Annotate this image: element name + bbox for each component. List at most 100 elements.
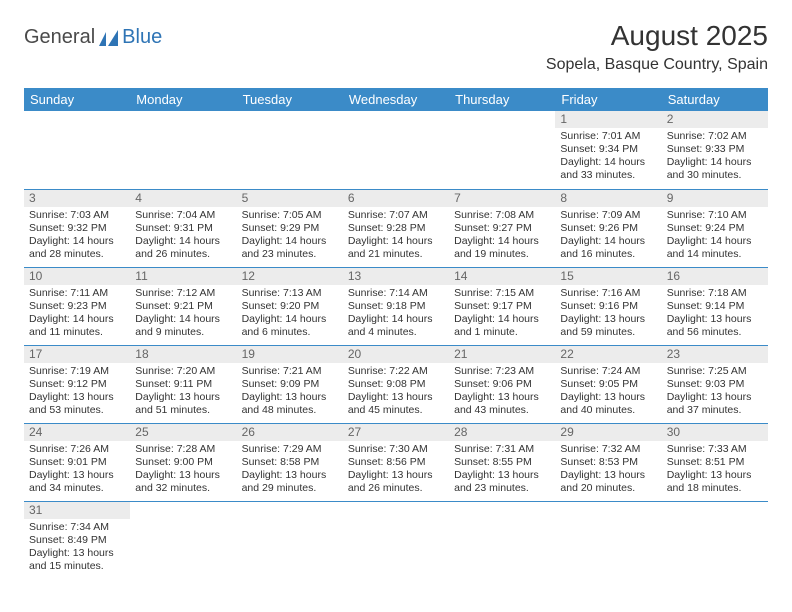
calendar-cell: 3Sunrise: 7:03 AMSunset: 9:32 PMDaylight… — [24, 189, 130, 267]
daylight-text: Daylight: 13 hours and 51 minutes. — [135, 391, 231, 417]
sunrise-text: Sunrise: 7:21 AM — [242, 365, 338, 378]
weekday-header: Tuesday — [237, 88, 343, 111]
calendar-cell — [130, 501, 236, 579]
calendar-cell: 5Sunrise: 7:05 AMSunset: 9:29 PMDaylight… — [237, 189, 343, 267]
daylight-text: Daylight: 14 hours and 26 minutes. — [135, 235, 231, 261]
calendar-cell: 7Sunrise: 7:08 AMSunset: 9:27 PMDaylight… — [449, 189, 555, 267]
calendar-cell: 4 Sunrise: 7:04 AMSunset: 9:31 PMDaylight… — [130, 189, 236, 267]
daylight-text: Daylight: 14 hours and 21 minutes. — [348, 235, 444, 261]
weekday-header: Sunday — [24, 88, 130, 111]
day-number: 22 — [555, 346, 661, 363]
calendar-cell: 19Sunrise: 7:21 AMSunset: 9:09 PMDayligh… — [237, 345, 343, 423]
calendar-cell: 1Sunrise: 7:01 AMSunset: 9:34 PMDaylight… — [555, 111, 661, 189]
day-number: 21 — [449, 346, 555, 363]
day-number: 30 — [662, 424, 768, 441]
location: Sopela, Basque Country, Spain — [546, 56, 768, 74]
day-number: 24 — [24, 424, 130, 441]
calendar-cell: 26Sunrise: 7:29 AMSunset: 8:58 PMDayligh… — [237, 423, 343, 501]
calendar-cell — [662, 501, 768, 579]
weekday-header: Thursday — [449, 88, 555, 111]
sunrise-text: Sunrise: 7:02 AM — [667, 130, 763, 143]
sunset-text: Sunset: 9:18 PM — [348, 300, 444, 313]
calendar-cell: 24Sunrise: 7:26 AMSunset: 9:01 PMDayligh… — [24, 423, 130, 501]
day-number: 5 — [237, 190, 343, 207]
day-number: 8 — [555, 190, 661, 207]
daylight-text: Daylight: 13 hours and 53 minutes. — [29, 391, 125, 417]
sunset-text: Sunset: 9:01 PM — [29, 456, 125, 469]
daylight-text: Daylight: 13 hours and 18 minutes. — [667, 469, 763, 495]
sunset-text: Sunset: 9:31 PM — [135, 222, 231, 235]
logo-text-general: General — [24, 26, 95, 49]
sunset-text: Sunset: 9:00 PM — [135, 456, 231, 469]
calendar-cell: 13Sunrise: 7:14 AMSunset: 9:18 PMDayligh… — [343, 267, 449, 345]
title-block: August 2025 Sopela, Basque Country, Spai… — [546, 20, 768, 74]
day-number: 11 — [130, 268, 236, 285]
calendar-cell: 18Sunrise: 7:20 AMSunset: 9:11 PMDayligh… — [130, 345, 236, 423]
sunset-text: Sunset: 9:14 PM — [667, 300, 763, 313]
calendar-cell: 28Sunrise: 7:31 AMSunset: 8:55 PMDayligh… — [449, 423, 555, 501]
calendar-cell: 14Sunrise: 7:15 AMSunset: 9:17 PMDayligh… — [449, 267, 555, 345]
calendar-cell: 20Sunrise: 7:22 AMSunset: 9:08 PMDayligh… — [343, 345, 449, 423]
daylight-text: Daylight: 13 hours and 37 minutes. — [667, 391, 763, 417]
sunset-text: Sunset: 9:33 PM — [667, 143, 763, 156]
day-number: 4 — [130, 190, 236, 207]
sunset-text: Sunset: 9:21 PM — [135, 300, 231, 313]
daylight-text: Daylight: 14 hours and 14 minutes. — [667, 235, 763, 261]
calendar-cell: 2Sunrise: 7:02 AMSunset: 9:33 PMDaylight… — [662, 111, 768, 189]
sunrise-text: Sunrise: 7:04 AM — [135, 209, 231, 222]
sunrise-text: Sunrise: 7:29 AM — [242, 443, 338, 456]
sunrise-text: Sunrise: 7:09 AM — [560, 209, 656, 222]
day-number: 1 — [555, 111, 661, 128]
day-number: 13 — [343, 268, 449, 285]
sunrise-text: Sunrise: 7:01 AM — [560, 130, 656, 143]
sunrise-text: Sunrise: 7:08 AM — [454, 209, 550, 222]
sunset-text: Sunset: 9:29 PM — [242, 222, 338, 235]
sunrise-text: Sunrise: 7:16 AM — [560, 287, 656, 300]
sunrise-text: Sunrise: 7:23 AM — [454, 365, 550, 378]
sunrise-text: Sunrise: 7:11 AM — [29, 287, 125, 300]
sunset-text: Sunset: 9:11 PM — [135, 378, 231, 391]
sunset-text: Sunset: 9:03 PM — [667, 378, 763, 391]
calendar-cell: 6Sunrise: 7:07 AMSunset: 9:28 PMDaylight… — [343, 189, 449, 267]
day-number: 10 — [24, 268, 130, 285]
sunrise-text: Sunrise: 7:24 AM — [560, 365, 656, 378]
sunset-text: Sunset: 9:12 PM — [29, 378, 125, 391]
header: General Blue August 2025 Sopela, Basque … — [24, 20, 768, 74]
day-number: 26 — [237, 424, 343, 441]
weekday-header: Monday — [130, 88, 236, 111]
sunset-text: Sunset: 9:06 PM — [454, 378, 550, 391]
sunrise-text: Sunrise: 7:22 AM — [348, 365, 444, 378]
logo-sails-icon — [98, 29, 120, 47]
calendar-cell: 17 Sunrise: 7:19 AMSunset: 9:12 PMDayligh… — [24, 345, 130, 423]
sunset-text: Sunset: 9:32 PM — [29, 222, 125, 235]
day-number: 28 — [449, 424, 555, 441]
daylight-text: Daylight: 14 hours and 6 minutes. — [242, 313, 338, 339]
day-number: 16 — [662, 268, 768, 285]
sunrise-text: Sunrise: 7:07 AM — [348, 209, 444, 222]
day-number: 29 — [555, 424, 661, 441]
daylight-text: Daylight: 14 hours and 1 minute. — [454, 313, 550, 339]
day-number: 31 — [24, 502, 130, 519]
logo: General Blue — [24, 26, 162, 49]
daylight-text: Daylight: 13 hours and 34 minutes. — [29, 469, 125, 495]
sunrise-text: Sunrise: 7:33 AM — [667, 443, 763, 456]
daylight-text: Daylight: 14 hours and 23 minutes. — [242, 235, 338, 261]
day-number: 27 — [343, 424, 449, 441]
day-number: 17 — [24, 346, 130, 363]
day-number: 15 — [555, 268, 661, 285]
weekday-header: Wednesday — [343, 88, 449, 111]
calendar-cell: 15Sunrise: 7:16 AMSunset: 9:16 PMDayligh… — [555, 267, 661, 345]
daylight-text: Daylight: 13 hours and 40 minutes. — [560, 391, 656, 417]
day-number: 7 — [449, 190, 555, 207]
sunrise-text: Sunrise: 7:28 AM — [135, 443, 231, 456]
calendar-cell — [449, 111, 555, 189]
day-number: 18 — [130, 346, 236, 363]
sunrise-text: Sunrise: 7:19 AM — [29, 365, 125, 378]
day-number: 20 — [343, 346, 449, 363]
sunset-text: Sunset: 9:28 PM — [348, 222, 444, 235]
daylight-text: Daylight: 14 hours and 4 minutes. — [348, 313, 444, 339]
daylight-text: Daylight: 13 hours and 45 minutes. — [348, 391, 444, 417]
sunset-text: Sunset: 8:53 PM — [560, 456, 656, 469]
calendar-cell: 29Sunrise: 7:32 AMSunset: 8:53 PMDayligh… — [555, 423, 661, 501]
calendar-cell: 16Sunrise: 7:18 AMSunset: 9:14 PMDayligh… — [662, 267, 768, 345]
